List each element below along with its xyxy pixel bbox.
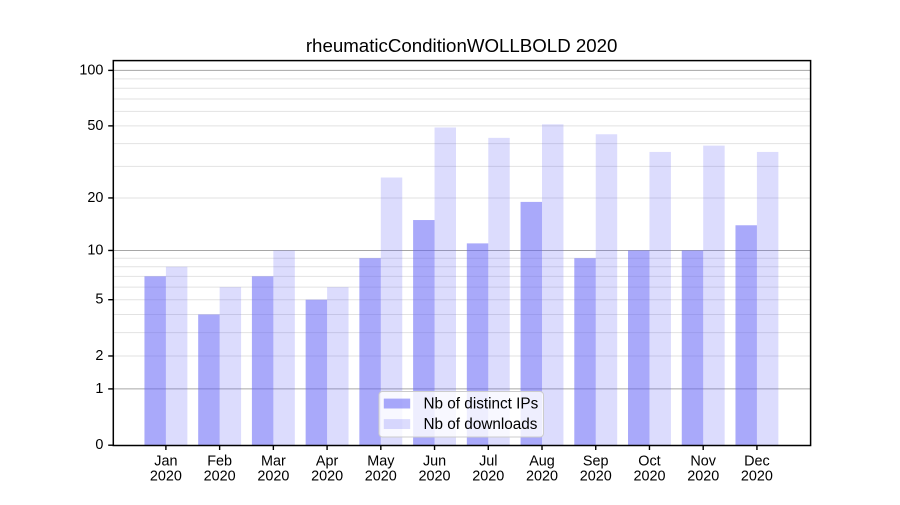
- svg-text:2020: 2020: [633, 469, 665, 485]
- svg-text:Aug: Aug: [529, 453, 555, 469]
- svg-text:2020: 2020: [365, 469, 397, 485]
- svg-text:Feb: Feb: [207, 453, 232, 469]
- svg-text:50: 50: [87, 118, 103, 134]
- svg-text:2020: 2020: [257, 469, 289, 485]
- svg-text:Jul: Jul: [479, 453, 497, 469]
- svg-text:2: 2: [95, 348, 103, 364]
- svg-text:2020: 2020: [419, 469, 451, 485]
- svg-text:Nov: Nov: [690, 453, 716, 469]
- svg-text:2020: 2020: [311, 469, 343, 485]
- svg-text:100: 100: [79, 62, 103, 78]
- svg-text:2020: 2020: [204, 469, 236, 485]
- svg-text:2020: 2020: [580, 469, 612, 485]
- svg-text:Sep: Sep: [583, 453, 609, 469]
- svg-text:rheumaticConditionWOLLBOLD 202: rheumaticConditionWOLLBOLD 2020: [306, 35, 618, 56]
- svg-text:5: 5: [95, 292, 103, 308]
- svg-text:2020: 2020: [741, 469, 773, 485]
- svg-text:Nb of distinct IPs: Nb of distinct IPs: [424, 395, 539, 412]
- svg-text:Mar: Mar: [261, 453, 286, 469]
- svg-text:1: 1: [95, 381, 103, 397]
- svg-text:Dec: Dec: [744, 453, 770, 469]
- svg-text:2020: 2020: [472, 469, 504, 485]
- svg-text:Jun: Jun: [423, 453, 446, 469]
- svg-text:10: 10: [87, 242, 103, 258]
- svg-text:2020: 2020: [526, 469, 558, 485]
- svg-text:Nb of downloads: Nb of downloads: [424, 416, 538, 433]
- svg-text:20: 20: [87, 190, 103, 206]
- svg-text:Oct: Oct: [638, 453, 660, 469]
- svg-text:2020: 2020: [150, 469, 182, 485]
- svg-text:0: 0: [95, 437, 103, 453]
- svg-text:2020: 2020: [687, 469, 719, 485]
- svg-text:Apr: Apr: [316, 453, 339, 469]
- svg-text:May: May: [367, 453, 395, 469]
- svg-text:Jan: Jan: [154, 453, 177, 469]
